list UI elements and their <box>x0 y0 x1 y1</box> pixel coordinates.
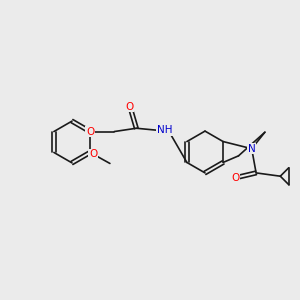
Text: NH: NH <box>157 125 172 135</box>
Text: O: O <box>89 149 97 160</box>
Text: O: O <box>86 127 94 136</box>
Text: O: O <box>126 101 134 112</box>
Text: N: N <box>248 144 256 154</box>
Text: O: O <box>231 173 239 183</box>
